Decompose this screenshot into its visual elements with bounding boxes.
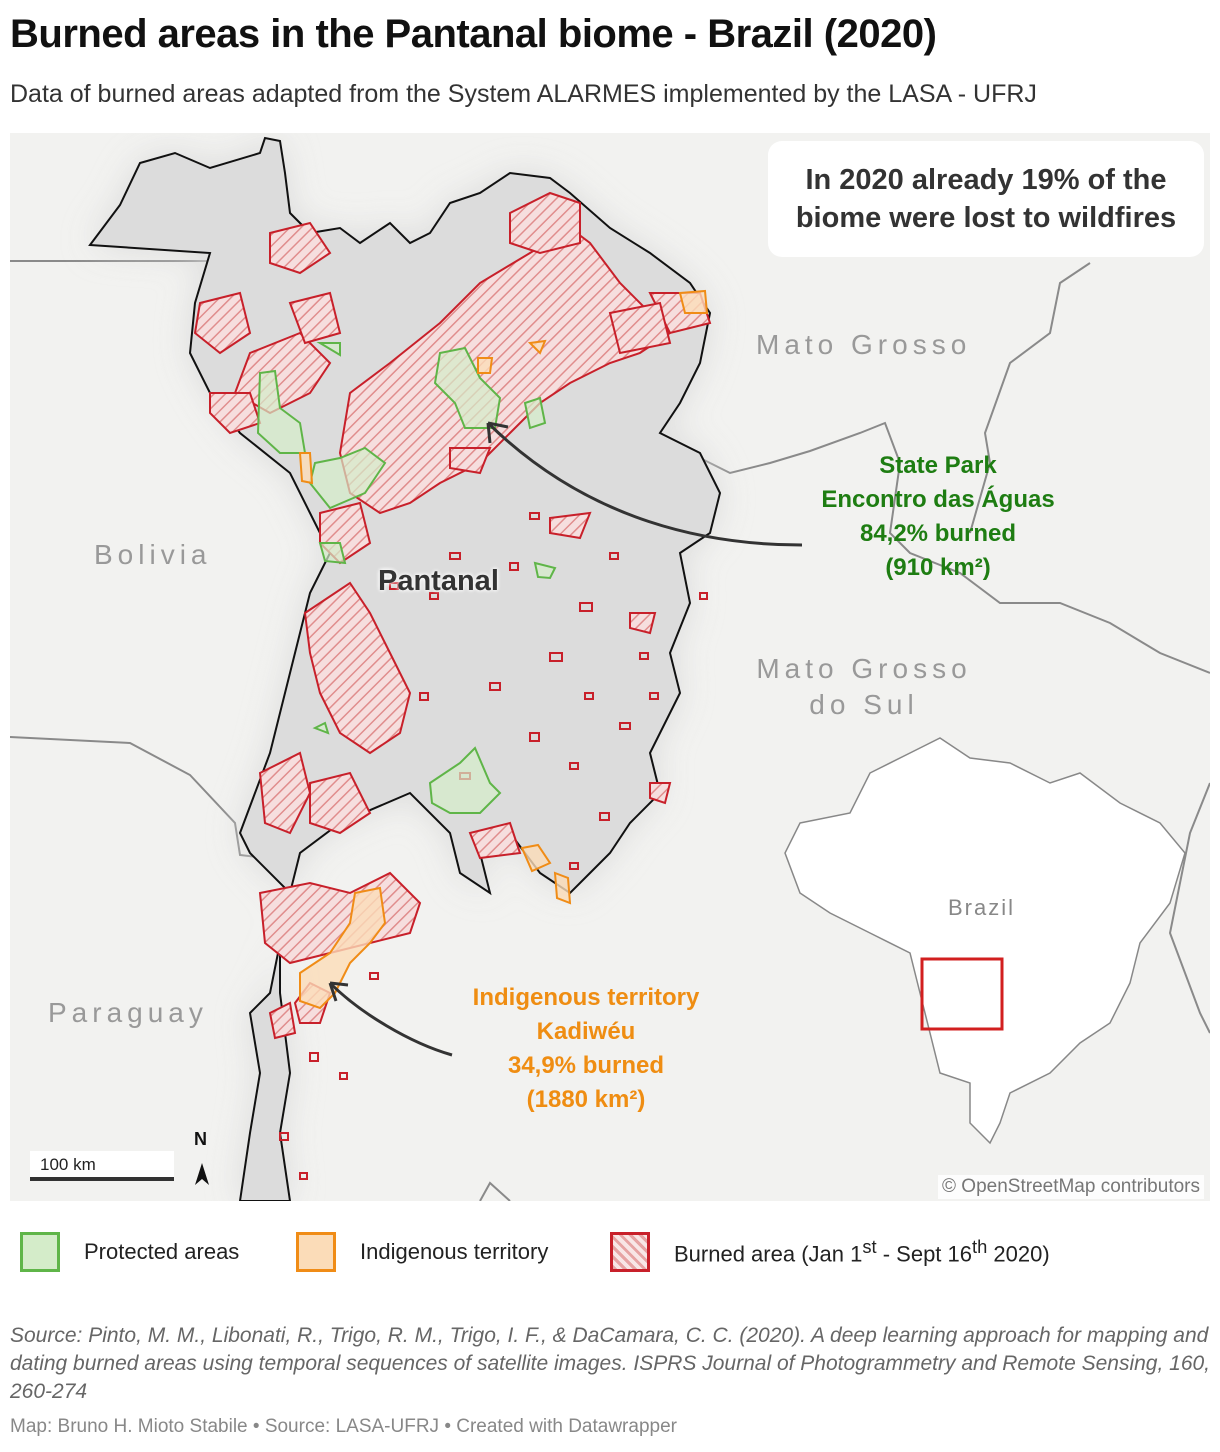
label-brazil: Brazil xyxy=(948,895,1016,920)
state-park-annotation: State Park Encontro das Águas 84,2% burn… xyxy=(780,449,1096,585)
annotation-arrows xyxy=(328,421,803,1057)
label-mato-grosso-do-sul-line2: do Sul xyxy=(809,689,919,720)
state-park-line1: State Park xyxy=(879,452,997,479)
state-park-line4: (910 km²) xyxy=(885,554,991,581)
legend: Protected areas Indigenous territory Bur… xyxy=(20,1232,1200,1282)
pantanal-locator xyxy=(920,957,1004,1031)
scale-label: 100 km xyxy=(40,1155,96,1174)
legend-label-protected: Protected areas xyxy=(84,1239,240,1264)
north-arrow xyxy=(195,1163,209,1185)
legend-item-protected: Protected areas xyxy=(20,1232,239,1272)
state-park-line3: 84,2% burned xyxy=(859,520,1017,547)
source-note: Source: Pinto, M. M., Libonati, R., Trig… xyxy=(10,1324,1211,1403)
legend-burned-mid: - Sept 16 xyxy=(876,1241,972,1267)
map-canvas xyxy=(10,136,1210,1201)
indigenous-swatch xyxy=(296,1232,336,1272)
legend-label-indigenous: Indigenous territory xyxy=(360,1239,549,1264)
legend-label-burned: Burned area (Jan 1st - Sept 16th 2020) xyxy=(674,1236,1050,1267)
legend-burned-prefix: Burned area (Jan 1 xyxy=(674,1241,863,1267)
label-mato-grosso: Mato Grosso xyxy=(756,329,972,360)
indigenous-line4: (1880 km²) xyxy=(526,1086,646,1113)
map-title: Burned areas in the Pantanal biome - Bra… xyxy=(10,12,937,56)
indigenous-territories xyxy=(298,289,709,1010)
attribution[interactable]: © OpenStreetMap contributors xyxy=(938,1175,1204,1199)
indigenous-arrow xyxy=(328,981,453,1057)
protected-areas xyxy=(256,342,557,814)
legend-burned-suffix: 2020) xyxy=(987,1241,1050,1267)
indigenous-annotation: Indigenous territory Kadiwéu 34,9% burne… xyxy=(426,981,746,1117)
legend-burned-sup1: st xyxy=(862,1236,877,1258)
label-bolivia: Bolivia xyxy=(94,539,212,570)
label-mato-grosso-do-sul: Mato Grosso do Sul xyxy=(744,651,984,723)
brazil-inset xyxy=(784,737,1186,1145)
state-park-line2: Encontro das Águas xyxy=(821,486,1055,513)
map-subtitle: Data of burned areas adapted from the Sy… xyxy=(10,80,1037,108)
label-paraguay: Paraguay xyxy=(48,997,208,1028)
legend-burned-sup2: th xyxy=(972,1236,988,1258)
footer-credits: Map: Bruno H. Mioto Stabile • Source: LA… xyxy=(10,1416,677,1437)
legend-item-burned: Burned area (Jan 1st - Sept 16th 2020) xyxy=(610,1232,1050,1272)
indigenous-line3: 34,9% burned xyxy=(507,1052,665,1079)
scale-bar xyxy=(30,1151,174,1181)
kadiweu-territory xyxy=(299,886,387,1010)
north-label: N xyxy=(194,1129,207,1149)
label-pantanal: Pantanal xyxy=(378,565,499,597)
burned-swatch xyxy=(610,1232,650,1272)
burned-fragments xyxy=(279,512,708,1180)
state-park-arrow xyxy=(486,421,803,547)
protected-swatch xyxy=(20,1232,60,1272)
map-area[interactable]: In 2020 already 19% of the biome were lo… xyxy=(10,133,1210,1201)
callout-box: In 2020 already 19% of the biome were lo… xyxy=(768,141,1204,257)
label-mato-grosso-do-sul-line1: Mato Grosso xyxy=(756,653,972,684)
indigenous-line2: Kadiwéu xyxy=(536,1018,636,1045)
legend-item-indigenous: Indigenous territory xyxy=(296,1232,548,1272)
indigenous-line1: Indigenous territory xyxy=(472,984,700,1011)
